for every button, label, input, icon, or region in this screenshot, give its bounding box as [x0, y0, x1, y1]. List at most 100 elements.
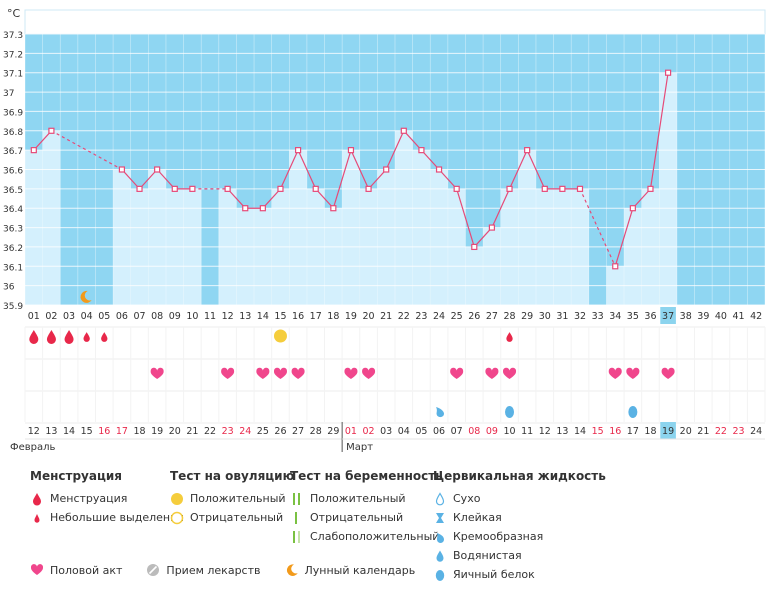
temperature-line	[121, 169, 140, 190]
temperature-line	[279, 149, 299, 190]
temperature-line	[420, 149, 440, 170]
cycle-day-label: 29	[521, 311, 533, 322]
cycle-day-label: 18	[327, 311, 339, 322]
legend-pregnancy-faint: Слабоположительный	[310, 530, 440, 543]
temperature-point	[418, 147, 425, 154]
temperature-bar	[254, 208, 272, 305]
legend-cervical-fluid: Цервикальная жидкость Сухо Клейкая Кремо…	[433, 469, 606, 584]
date-label: 19	[662, 426, 674, 437]
temperature-point	[224, 185, 231, 192]
legend-bottom: Половой акт Прием лекарств Лунный календ…	[30, 563, 439, 577]
date-label: 12	[28, 426, 40, 437]
y-tick-label: 36	[3, 283, 15, 293]
temperature-point	[154, 166, 161, 173]
temperature-line	[632, 188, 651, 209]
cycle-day-label: 07	[133, 311, 145, 322]
heart-icon	[608, 367, 622, 379]
temperature-line	[614, 208, 634, 267]
date-label: 17	[627, 426, 639, 437]
y-tick-label: 36.4	[3, 205, 23, 215]
y-tick-label: 37	[3, 89, 14, 99]
y-tick-label: 36.7	[3, 147, 23, 157]
temperature-point	[48, 127, 55, 134]
temperature-gap-line	[579, 188, 616, 267]
cycle-day-label: 06	[116, 311, 128, 322]
legend-row: Клейкая	[433, 508, 606, 527]
date-label: 23	[222, 426, 234, 437]
cycle-day-label: 05	[98, 311, 110, 322]
date-label: 23	[733, 426, 745, 437]
legend-row: Слабоположительный	[290, 527, 443, 546]
cycle-day-label: 41	[733, 311, 745, 322]
y-tick-label: 36.9	[3, 108, 23, 118]
temperature-point	[506, 185, 513, 192]
cycle-day-label: 40	[715, 311, 727, 322]
y-tick-label: 37.3	[3, 31, 23, 41]
cycle-day-label: 26	[468, 311, 480, 322]
date-label: 16	[609, 426, 621, 437]
cycle-day-label: 17	[310, 311, 322, 322]
date-label: 20	[680, 426, 692, 437]
temperature-point	[259, 205, 266, 212]
date-label: 07	[451, 426, 463, 437]
temperature-line	[649, 72, 669, 189]
small-drop-icon	[101, 332, 108, 342]
dry-icon	[433, 491, 447, 506]
legend-ovulation: Тест на овуляцию Положительный Отрицател…	[170, 469, 294, 527]
temperature-bar	[624, 208, 642, 305]
cycle-day-label: 37	[662, 311, 674, 322]
date-label: 01	[345, 426, 357, 437]
temperature-bar	[113, 169, 131, 305]
temperature-point	[471, 243, 478, 251]
temperature-point	[277, 185, 284, 192]
cycle-day-label: 13	[239, 311, 251, 322]
cycle-day-label: 03	[63, 311, 75, 322]
temperature-gap-line	[51, 130, 123, 171]
y-tick-label: 37.2	[3, 50, 23, 60]
ovulation-positive-icon	[170, 492, 184, 506]
date-label: 05	[415, 426, 427, 437]
temperature-line	[350, 149, 370, 190]
temperature-bar	[465, 246, 484, 305]
y-tick-label: 36.1	[3, 263, 23, 273]
cycle-day-label: 33	[592, 311, 604, 322]
date-label: 27	[292, 426, 304, 437]
temperature-bar	[42, 130, 61, 305]
heart-icon	[362, 367, 376, 379]
blood-drop-icon	[46, 330, 56, 344]
temperature-point	[189, 185, 196, 192]
temperature-point	[312, 185, 319, 192]
date-label: 11	[521, 426, 533, 437]
date-label: 15	[592, 426, 604, 437]
date-label: 03	[380, 426, 392, 437]
cycle-day-label: 19	[345, 311, 357, 322]
temperature-line	[368, 169, 387, 190]
temperature-line	[262, 188, 281, 209]
date-label: 16	[98, 426, 110, 437]
x-axis-cycle-days: 01 02 03 04 05 06 07 08 09 10 11 12 13 14 15 16 17 18 19 20…	[28, 307, 762, 324]
heart-icon	[502, 367, 517, 379]
cycle-day-label: 12	[222, 311, 234, 322]
temperature-point	[435, 166, 443, 173]
temperature-point	[559, 185, 566, 192]
legend-row: Яичный белок	[433, 565, 606, 584]
heart-icon	[30, 563, 44, 577]
date-label: 21	[186, 426, 198, 437]
heart-icon	[661, 367, 675, 379]
date-label: 13	[556, 426, 568, 437]
temperature-line	[156, 169, 176, 190]
temperature-point	[541, 185, 548, 192]
cycle-day-label: 08	[151, 311, 163, 322]
legend-medication: Прием лекарств	[146, 563, 261, 577]
date-label: 19	[151, 426, 163, 437]
small-drop-icon	[83, 332, 90, 342]
creamy-icon	[433, 530, 447, 544]
legend-ovulation-positive: Положительный	[190, 492, 286, 505]
temperature-line	[139, 169, 158, 190]
date-label: 24	[239, 426, 251, 437]
temperature-point	[400, 127, 407, 134]
cycle-day-label: 31	[556, 311, 568, 322]
blood-drop-icon	[64, 330, 74, 344]
temperature-line	[403, 130, 422, 151]
temperature-point	[118, 166, 126, 173]
